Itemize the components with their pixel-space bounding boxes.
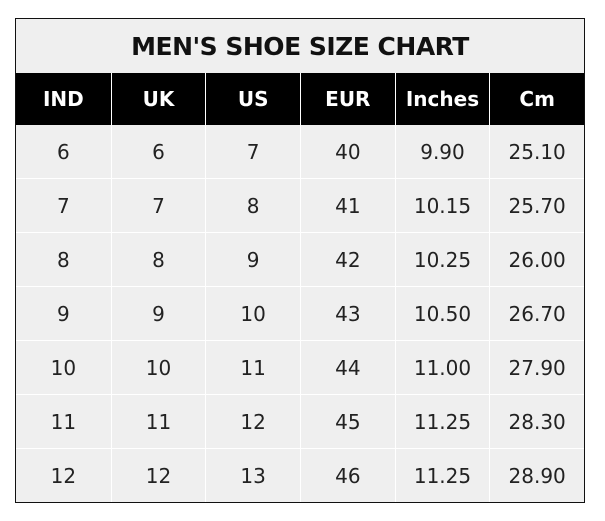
cell-ind: 6 xyxy=(56,139,70,164)
cell-eur: 46 xyxy=(299,449,395,502)
column-header-uk: UK xyxy=(110,73,206,125)
cell-eur: 43 xyxy=(299,287,395,340)
cell-cm: 27.90 xyxy=(489,341,584,394)
cell-uk: 8 xyxy=(110,233,206,286)
table-row: 7 7 8 41 10.15 25.70 xyxy=(16,178,584,232)
header-row: IND UK US EUR Inches Cm xyxy=(16,73,584,125)
column-header-cm: Cm xyxy=(489,73,584,125)
column-header-ind: IND xyxy=(42,87,84,111)
chart-title: MEN'S SHOE SIZE CHART xyxy=(131,31,469,61)
cell-inches: 11.00 xyxy=(394,341,490,394)
cell-cm: 25.10 xyxy=(489,125,584,178)
cell-cm: 26.70 xyxy=(489,287,584,340)
cell-us: 8 xyxy=(205,179,300,232)
cell-cm: 25.70 xyxy=(489,179,584,232)
cell-us: 11 xyxy=(205,341,300,394)
cell-inches: 9.90 xyxy=(394,125,490,178)
cell-ind: 7 xyxy=(56,193,70,218)
table-row: 6 6 7 40 9.90 25.10 xyxy=(16,125,584,178)
cell-eur: 44 xyxy=(299,341,395,394)
cell-eur: 41 xyxy=(299,179,395,232)
cell-us: 9 xyxy=(205,233,300,286)
cell-uk: 9 xyxy=(110,287,206,340)
cell-uk: 11 xyxy=(110,395,206,448)
table-row: 12 12 13 46 11.25 28.90 xyxy=(16,448,584,502)
cell-cm: 28.90 xyxy=(489,449,584,502)
column-header-inches: Inches xyxy=(394,73,490,125)
column-header-eur: EUR xyxy=(299,73,395,125)
cell-ind: 11 xyxy=(50,409,77,434)
cell-ind: 8 xyxy=(56,247,70,272)
cell-cm: 28.30 xyxy=(489,395,584,448)
cell-uk: 6 xyxy=(110,125,206,178)
cell-ind: 9 xyxy=(56,301,70,326)
cell-cm: 26.00 xyxy=(489,233,584,286)
table-row: 10 10 11 44 11.00 27.90 xyxy=(16,340,584,394)
cell-us: 12 xyxy=(205,395,300,448)
cell-inches: 10.15 xyxy=(394,179,490,232)
cell-eur: 45 xyxy=(299,395,395,448)
cell-inches: 11.25 xyxy=(394,395,490,448)
cell-eur: 40 xyxy=(299,125,395,178)
cell-us: 7 xyxy=(205,125,300,178)
table-row: 9 9 10 43 10.50 26.70 xyxy=(16,286,584,340)
cell-uk: 7 xyxy=(110,179,206,232)
cell-uk: 12 xyxy=(110,449,206,502)
column-header-us: US xyxy=(205,73,300,125)
cell-ind: 12 xyxy=(50,463,77,488)
cell-uk: 10 xyxy=(110,341,206,394)
cell-inches: 11.25 xyxy=(394,449,490,502)
cell-eur: 42 xyxy=(299,233,395,286)
cell-inches: 10.50 xyxy=(394,287,490,340)
cell-ind: 10 xyxy=(50,355,77,380)
table-row: 11 11 12 45 11.25 28.30 xyxy=(16,394,584,448)
table-body: 6 6 7 40 9.90 25.10 7 7 8 41 10.15 25.70 8 8 9 42 10.25 2… xyxy=(16,125,584,502)
cell-us: 10 xyxy=(205,287,300,340)
size-chart-table: MEN'S SHOE SIZE CHART IND UK US EUR Inches Cm… xyxy=(15,18,585,503)
cell-us: 13 xyxy=(205,449,300,502)
table-row: 8 8 9 42 10.25 26.00 xyxy=(16,232,584,286)
cell-inches: 10.25 xyxy=(394,233,490,286)
